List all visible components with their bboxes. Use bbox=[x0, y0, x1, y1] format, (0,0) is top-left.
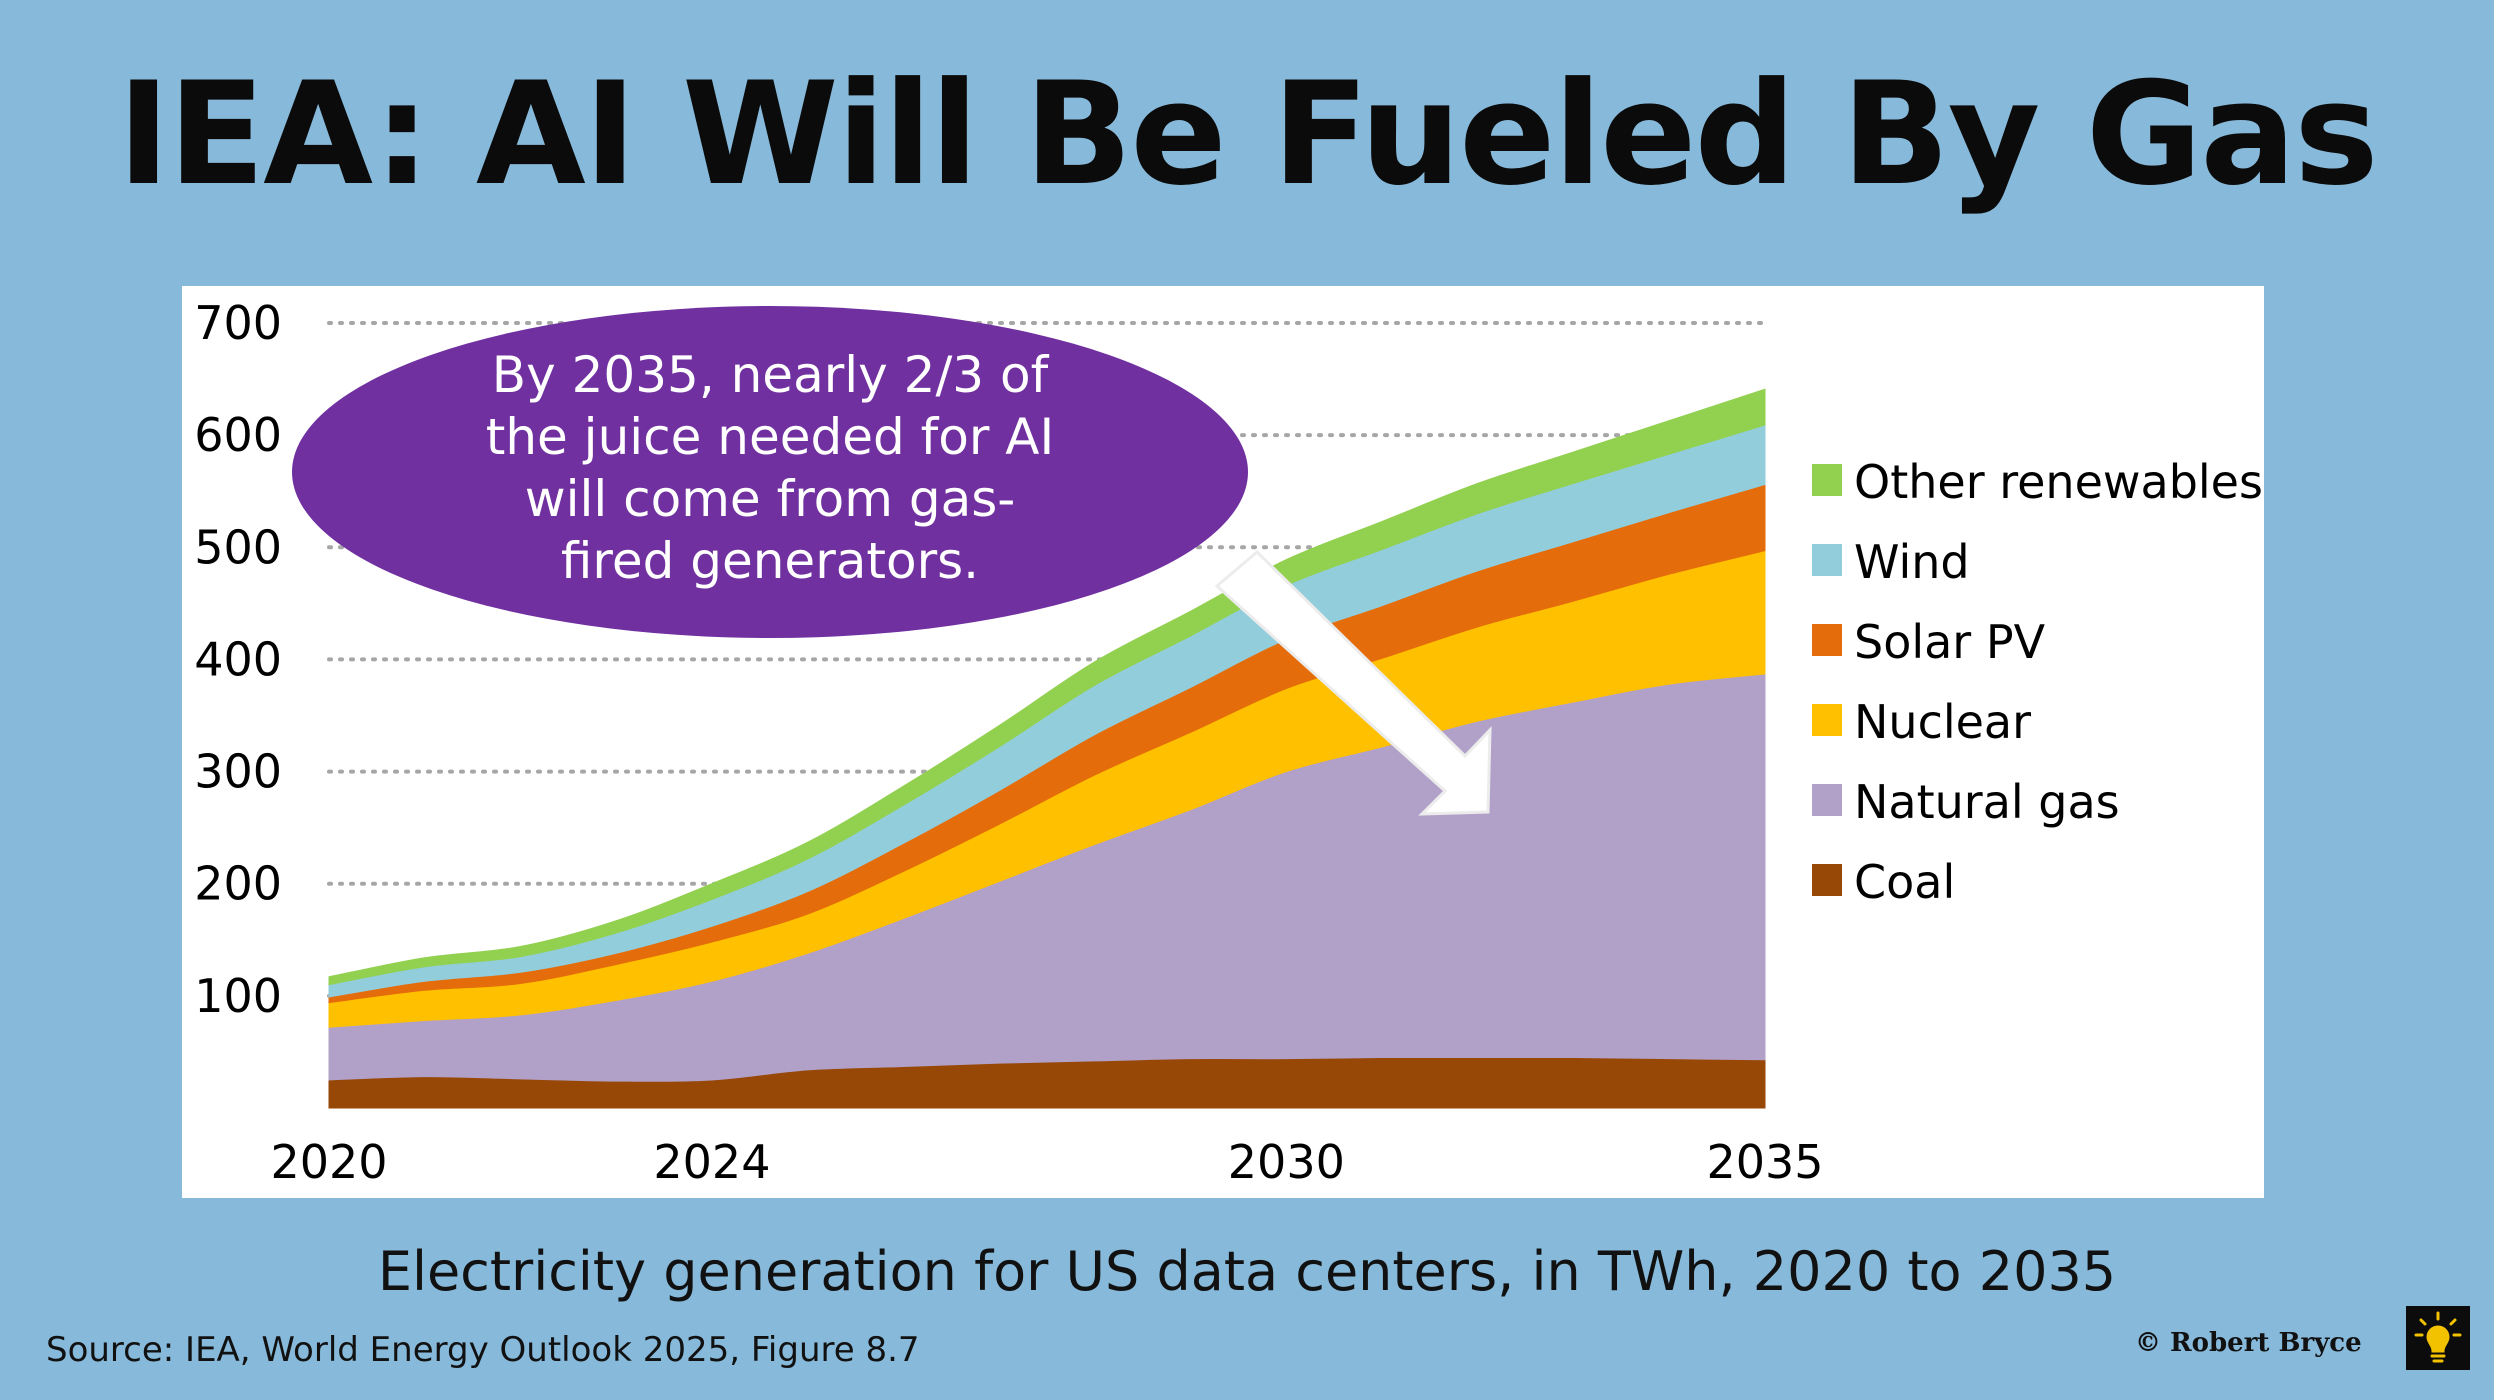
y-tick-label: 600 bbox=[194, 408, 282, 462]
legend-swatch-nuclear bbox=[1812, 704, 1842, 736]
copyright-credit: © Robert Bryce bbox=[2135, 1328, 2362, 1358]
callout-line-4: fired generators. bbox=[561, 532, 979, 590]
legend-label-other-renewables: Other renewables bbox=[1854, 455, 2263, 509]
source-note: Source: IEA, World Energy Outlook 2025, … bbox=[46, 1330, 920, 1370]
y-tick-label: 500 bbox=[194, 520, 282, 574]
y-tick-label: 700 bbox=[194, 296, 282, 350]
legend-label-wind: Wind bbox=[1854, 535, 1970, 589]
arrow-down-right-icon bbox=[1214, 549, 1492, 816]
legend-swatch-coal bbox=[1812, 864, 1842, 896]
x-tick-label: 2020 bbox=[270, 1135, 387, 1189]
chart-panel: 100 200 300 400 500 600 700 2020 2024 2030 2035 O… bbox=[182, 286, 2264, 1198]
stacked-area-chart: 100 200 300 400 500 600 700 2020 2024 2030 2035 O… bbox=[194, 296, 2263, 1189]
page-title: IEA: AI Will Be Fueled By Gas bbox=[117, 52, 2378, 217]
lightbulb-icon bbox=[2406, 1306, 2470, 1370]
area-series bbox=[328, 388, 1766, 1109]
legend-swatch-natural-gas bbox=[1812, 784, 1842, 816]
y-tick-label: 400 bbox=[194, 632, 282, 686]
y-tick-label: 300 bbox=[194, 745, 282, 799]
x-tick-label: 2035 bbox=[1706, 1135, 1823, 1189]
x-axis-ticks: 2020 2024 2030 2035 bbox=[270, 1135, 1823, 1189]
chart-subtitle: Electricity generation for US data cente… bbox=[377, 1240, 2117, 1303]
legend-swatch-solar-pv bbox=[1812, 624, 1842, 656]
callout-line-2: the juice needed for AI bbox=[486, 408, 1055, 466]
y-axis-ticks: 100 200 300 400 500 600 700 bbox=[194, 296, 282, 1023]
legend-label-solar-pv: Solar PV bbox=[1854, 615, 2046, 669]
area-other-renewables bbox=[328, 388, 1766, 986]
legend-swatch-other-renewables bbox=[1812, 464, 1842, 496]
callout-line-1: By 2035, nearly 2/3 of bbox=[492, 346, 1050, 404]
callout-ellipse bbox=[292, 306, 1248, 638]
y-tick-label: 100 bbox=[194, 969, 282, 1023]
legend-label-natural-gas: Natural gas bbox=[1854, 775, 2120, 829]
legend-label-nuclear: Nuclear bbox=[1854, 695, 2031, 749]
callout-bubble: By 2035, nearly 2/3 of the juice needed … bbox=[292, 306, 1248, 638]
x-tick-label: 2030 bbox=[1228, 1135, 1345, 1189]
legend-label-coal: Coal bbox=[1854, 855, 1955, 909]
callout-line-3: will come from gas- bbox=[525, 470, 1016, 528]
x-tick-label: 2024 bbox=[653, 1135, 770, 1189]
legend-swatch-wind bbox=[1812, 544, 1842, 576]
y-tick-label: 200 bbox=[194, 857, 282, 911]
legend: Other renewables Wind Solar PV Nuclear Natur… bbox=[1812, 455, 2263, 909]
